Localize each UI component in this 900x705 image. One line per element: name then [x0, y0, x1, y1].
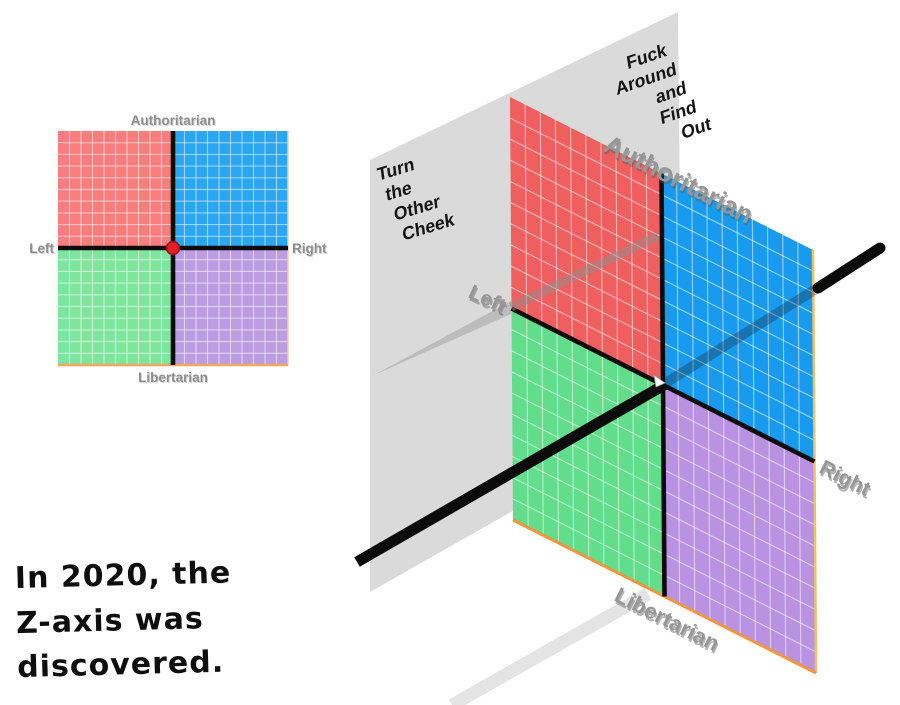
origin-marker	[653, 374, 666, 388]
caption-line-3: discovered.	[17, 645, 225, 685]
z-axis-front	[354, 380, 667, 567]
caption-line-2: Z-axis was	[16, 601, 205, 641]
label-2d-right: Right	[292, 241, 327, 256]
compass-2d: Authoritarian Libertarian Left Right	[29, 113, 327, 385]
z-axis-shadow-through-red	[509, 231, 660, 312]
center-dot-2d	[165, 240, 181, 256]
z-axis-back	[812, 242, 886, 294]
compass-3d: Turn the Other Cheek Fuck Around and Fin…	[354, 12, 886, 705]
z-axis-behind-plane	[661, 284, 819, 389]
label-2d-authoritarian: Authoritarian	[131, 113, 216, 128]
caption-line-1: In 2020, the	[14, 555, 231, 596]
caption: In 2020, the Z-axis was discovered.	[14, 555, 231, 685]
x-axis-shadow-on-plane	[374, 301, 511, 375]
label-2d-left: Left	[29, 241, 54, 256]
label-3d-right: Right	[816, 456, 874, 501]
floor-shadow	[448, 588, 652, 705]
label-2d-libertarian: Libertarian	[138, 370, 208, 385]
